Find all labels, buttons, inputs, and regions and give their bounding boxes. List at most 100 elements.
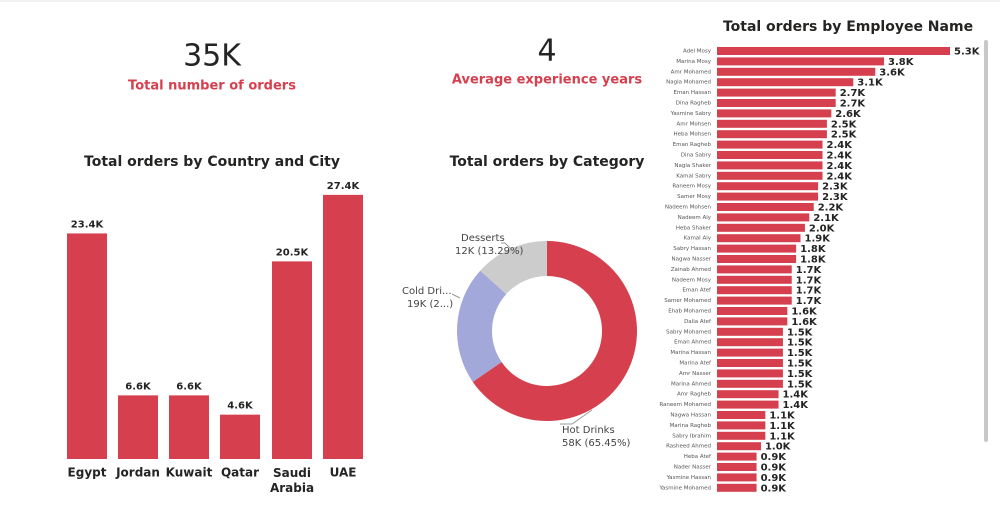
bar: [717, 379, 783, 388]
bar: [220, 414, 260, 459]
data-label: 2.4K: [827, 140, 854, 151]
donut-category-label: Hot Drinks: [562, 425, 615, 436]
data-label: 2.7K: [840, 88, 867, 99]
bar: [717, 88, 836, 97]
bar: [717, 182, 819, 191]
y-tick-label: Nadeem Mosy: [672, 277, 712, 283]
data-label: 1.7K: [796, 286, 823, 297]
data-label: 1.7K: [796, 296, 823, 307]
data-label: 2.4K: [827, 171, 854, 182]
y-tick-label: Kamal Sabry: [676, 173, 711, 179]
bar: [717, 338, 783, 347]
y-tick-label: Eman Hassan: [673, 90, 711, 96]
data-label: 2.7K: [840, 99, 867, 110]
card-value: 4: [537, 34, 556, 69]
bar: [717, 390, 779, 399]
bar: [717, 255, 797, 263]
data-label: 1.5K: [787, 359, 814, 370]
bar: [717, 223, 805, 232]
bar: [717, 192, 819, 201]
y-tick-label: Nagla Shaker: [674, 163, 711, 169]
y-tick-label: Eman Atef: [682, 288, 712, 294]
y-tick-label: Yasmine Mohamed: [658, 485, 711, 491]
data-label: 23.4K: [71, 219, 105, 230]
y-tick-label: Marina Mosy: [676, 59, 711, 65]
y-tick-label: Nader Nasser: [674, 465, 712, 471]
data-label: 2.1K: [813, 213, 840, 224]
data-label: 2.5K: [831, 119, 858, 130]
data-label: 1.5K: [787, 369, 814, 380]
bar: [717, 359, 783, 367]
x-tick-label: Jordan: [115, 466, 160, 480]
y-tick-label: Samer Mohamed: [664, 298, 711, 304]
bar: [717, 421, 766, 430]
bar: [717, 400, 779, 409]
data-label: 2.0K: [809, 223, 836, 234]
bar: [717, 151, 823, 159]
bar: [717, 244, 797, 253]
bar: [272, 261, 312, 459]
data-label: 1.1K: [769, 411, 796, 422]
bar: [717, 78, 854, 87]
donut-slice: [480, 241, 547, 295]
x-tick-label: Saudi Arabia: [270, 466, 314, 495]
bar: [717, 275, 792, 284]
y-tick-label: Amr Nasser: [679, 371, 712, 377]
data-label: 1.1K: [769, 421, 796, 432]
bar: [717, 348, 783, 357]
data-label: 0.9K: [761, 473, 788, 484]
bar: [717, 286, 792, 295]
bar: [717, 411, 766, 419]
donut-category-label: Cold Dri...: [402, 286, 452, 297]
bar: [717, 452, 757, 461]
y-tick-label: Marina Atef: [679, 361, 712, 367]
data-label: 1.4K: [783, 390, 810, 401]
data-label: 1.7K: [796, 265, 823, 276]
y-tick-label: Amr Mohsen: [677, 121, 712, 127]
data-label: 1.8K: [800, 255, 827, 266]
y-tick-label: Sabry Ibrahim: [672, 433, 711, 439]
data-label: 27.4K: [327, 181, 361, 192]
data-label: 2.5K: [831, 130, 858, 141]
y-tick-label: Dalia Atef: [684, 319, 712, 325]
data-label: 0.9K: [761, 452, 788, 463]
bar: [717, 483, 757, 492]
bar: [118, 395, 158, 459]
data-label: 2.4K: [827, 161, 854, 172]
data-label: 3.1K: [857, 78, 884, 89]
data-label: 1.0K: [765, 442, 792, 453]
bar: [717, 265, 792, 274]
y-tick-label: Marina Ahmed: [671, 381, 711, 387]
data-label: 2.6K: [835, 109, 862, 120]
y-tick-label: Nadeem Aly: [678, 215, 712, 221]
data-label: 4.6K: [227, 401, 254, 412]
x-tick-label: Kuwait: [166, 466, 213, 480]
leader-line: [560, 409, 593, 425]
bar: [717, 431, 766, 440]
x-tick-label: Egypt: [68, 466, 107, 480]
y-tick-label: Nagwa Hassan: [670, 413, 711, 419]
data-label: 1.4K: [783, 400, 810, 411]
y-tick-label: Nagla Mohamed: [666, 80, 711, 86]
bar: [717, 47, 950, 55]
y-tick-label: Eman Ragheb: [673, 142, 712, 148]
y-tick-label: Adel Mosy: [683, 49, 712, 55]
data-label: 6.6K: [176, 381, 203, 392]
y-tick-label: Dina Ragheb: [676, 101, 712, 107]
bar: [717, 67, 876, 76]
y-tick-label: Dina Sabry: [681, 153, 712, 159]
chart-title: Total orders by Employee Name: [723, 19, 973, 35]
scrollbar[interactable]: [984, 40, 988, 442]
data-label: 20.5K: [276, 247, 310, 258]
y-tick-label: Eman Ahmed: [674, 340, 711, 346]
data-label: 1.8K: [800, 244, 827, 255]
y-tick-label: Samer Mosy: [677, 194, 712, 200]
y-tick-label: Raneem Mosy: [672, 184, 711, 190]
bar: [717, 161, 823, 170]
y-tick-label: Amr Mohamed: [671, 69, 711, 75]
card-label: Total number of orders: [128, 79, 296, 94]
bar: [717, 473, 757, 482]
chart-title: Total orders by Category: [450, 154, 645, 170]
bar: [717, 57, 885, 66]
card-value: 35K: [183, 39, 242, 74]
